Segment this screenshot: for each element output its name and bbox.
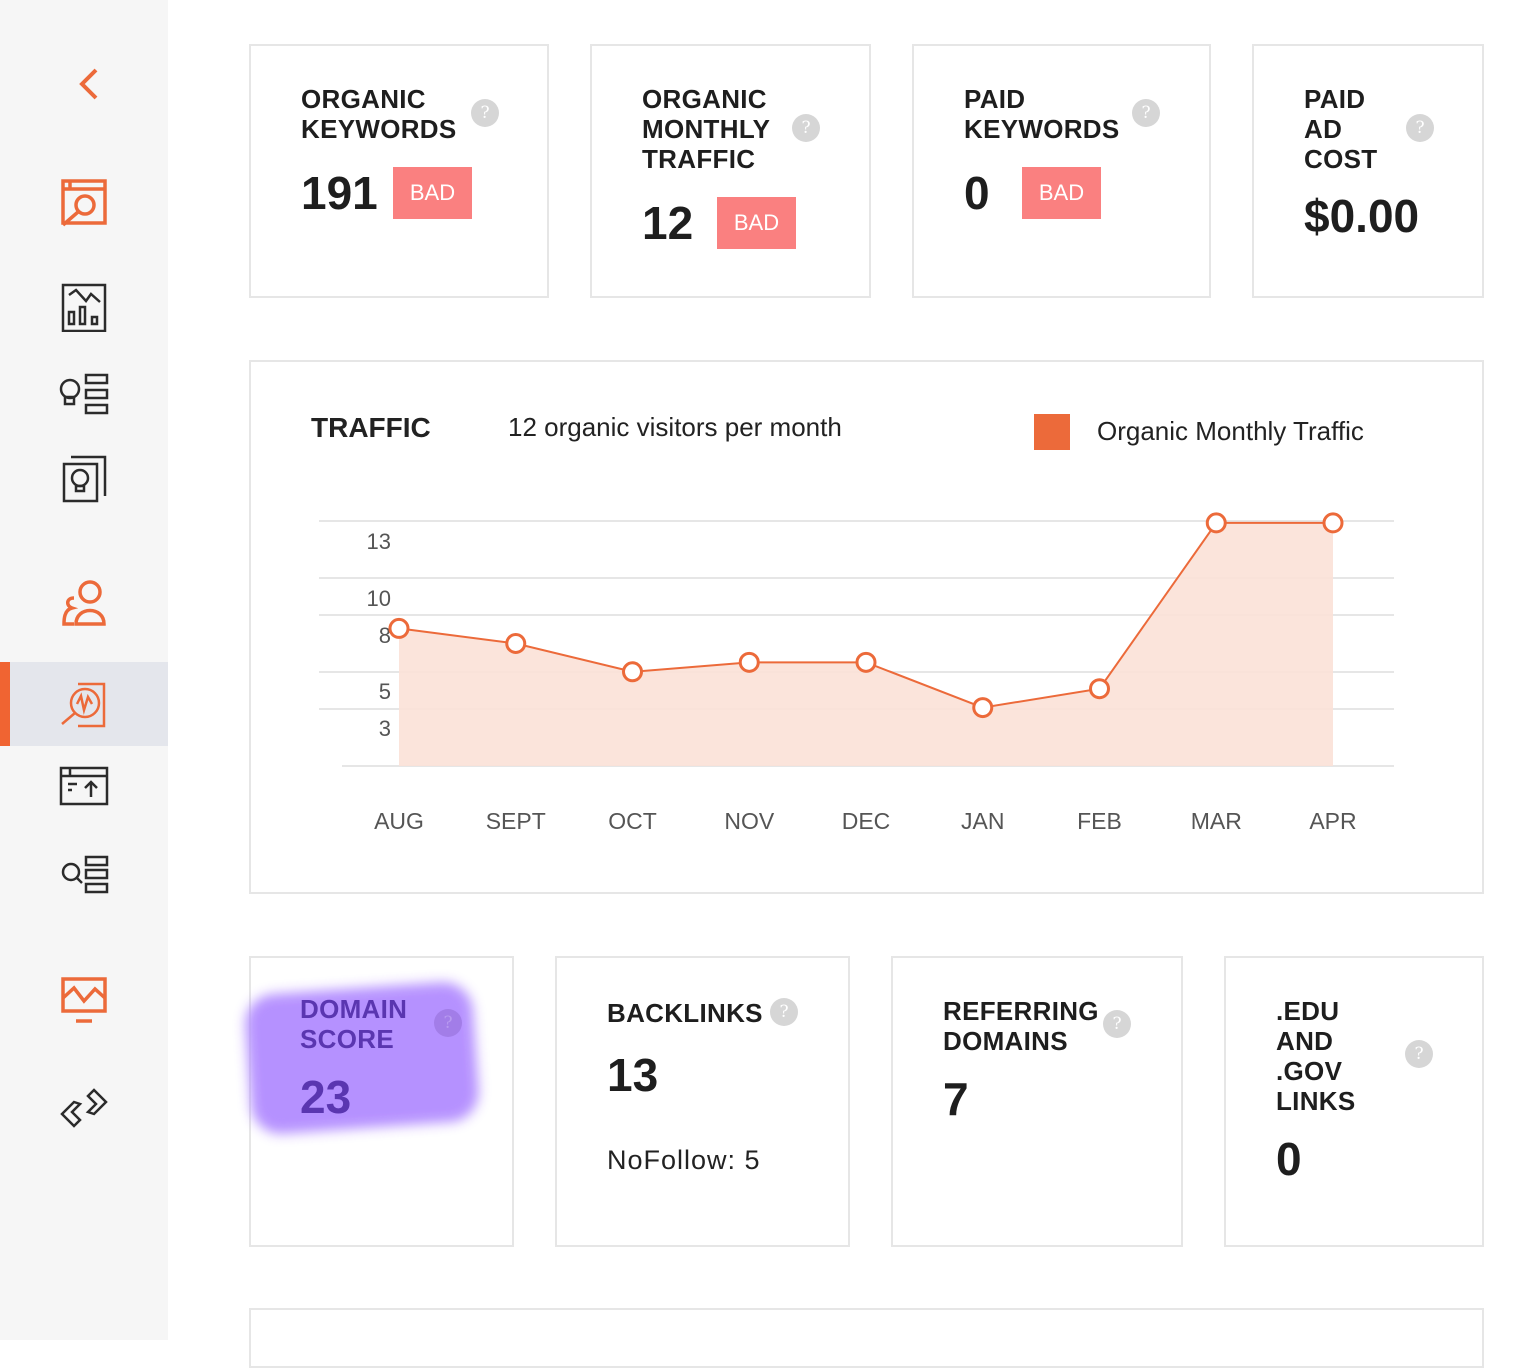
help-icon[interactable]: ?: [471, 99, 499, 127]
x-tick-label: AUG: [374, 808, 424, 834]
collapse-sidebar-button[interactable]: [68, 62, 112, 106]
metric-card-paid-ad-cost: PAID AD COST ? $0.00: [1252, 44, 1484, 298]
traffic-chart: 13 10 8 5 3 AUG SEPT OCT NOV DEC JAN FEB MAR APR: [319, 512, 1394, 834]
x-tick-label: FEB: [1077, 808, 1122, 834]
metric-card-organic-monthly-traffic: ORGANIC MONTHLY TRAFFIC ? 12 BAD: [590, 44, 871, 298]
help-icon[interactable]: ?: [770, 998, 798, 1026]
idea-list-icon: [59, 373, 109, 415]
x-tick-label: OCT: [608, 808, 657, 834]
metric-card-paid-keywords: PAID KEYWORDS ? 0 BAD: [912, 44, 1211, 298]
metric-value: 7: [943, 1073, 969, 1125]
metric-card-referring-domains: REFERRING DOMAINS ? 7: [891, 956, 1183, 1247]
metric-value: 191: [301, 167, 378, 219]
users-icon: [62, 580, 106, 626]
data-point: [622, 661, 643, 683]
sidebar-item-monitor[interactable]: [0, 958, 168, 1042]
card-title: PAID AD COST: [1304, 84, 1378, 174]
metric-card-backlinks: BACKLINKS ? 13 NoFollow: 5: [555, 956, 850, 1247]
next-section-card: [249, 1308, 1484, 1368]
data-point: [1322, 512, 1344, 534]
status-badge: BAD: [717, 197, 796, 249]
card-title: .EDU AND .GOV LINKS: [1276, 996, 1356, 1116]
help-icon[interactable]: ?: [1405, 1040, 1433, 1068]
y-tick-label: 10: [367, 586, 391, 611]
metric-value: 13: [607, 1049, 659, 1101]
idea-card-icon: [62, 455, 107, 503]
domain-score-value: 23: [300, 1071, 352, 1123]
data-point: [1089, 678, 1110, 700]
help-icon[interactable]: ?: [1132, 99, 1160, 127]
y-tick-label: 3: [379, 716, 391, 741]
sidebar: [0, 0, 168, 1340]
x-tick-label: JAN: [961, 808, 1004, 834]
x-tick-label: DEC: [842, 808, 891, 834]
data-point: [855, 651, 877, 673]
sidebar-item-search-list[interactable]: [0, 834, 168, 918]
metric-card-organic-keywords: ORGANIC KEYWORDS ? 191 BAD: [249, 44, 549, 298]
sidebar-item-site-upload[interactable]: [0, 748, 168, 832]
chevron-left-icon: [79, 68, 98, 100]
card-title: PAID KEYWORDS: [964, 84, 1120, 144]
data-point: [972, 697, 994, 719]
search-list-icon: [61, 855, 109, 894]
site-search-icon: [61, 179, 107, 227]
chart-title: TRAFFIC: [311, 412, 431, 443]
sidebar-item-site-search[interactable]: [0, 160, 168, 244]
traffic-analyzer-icon: [61, 682, 106, 728]
card-title: REFERRING DOMAINS: [943, 996, 1099, 1056]
legend-swatch: [1034, 414, 1070, 450]
card-title: ORGANIC MONTHLY TRAFFIC: [642, 84, 771, 174]
metric-value: 12: [642, 197, 694, 249]
help-icon[interactable]: ?: [1103, 1010, 1131, 1038]
chart-subtitle: 12 organic visitors per month: [508, 412, 842, 442]
metric-value: 0: [964, 167, 990, 219]
data-point: [738, 651, 760, 673]
help-icon[interactable]: ?: [1406, 114, 1434, 142]
sidebar-item-users[interactable]: [0, 560, 168, 644]
site-upload-icon: [59, 766, 109, 806]
link-icon: [60, 1088, 108, 1128]
data-point: [505, 633, 527, 654]
status-badge: BAD: [1022, 167, 1101, 219]
data-point: [388, 617, 410, 639]
nofollow-count: NoFollow: 5: [607, 1145, 761, 1175]
card-title-domain-score: DOMAIN SCORE: [300, 994, 408, 1054]
y-tick-label: 8: [379, 623, 391, 648]
sidebar-item-traffic-analyzer[interactable]: [0, 662, 168, 746]
status-badge: BAD: [393, 167, 472, 219]
sidebar-item-idea-cards[interactable]: [0, 436, 168, 520]
legend-label: Organic Monthly Traffic: [1097, 416, 1364, 446]
x-tick-label: APR: [1309, 808, 1356, 834]
sidebar-item-links[interactable]: [0, 1066, 168, 1150]
data-point: [1205, 512, 1227, 534]
x-tick-label: NOV: [724, 808, 775, 834]
help-icon[interactable]: ?: [792, 114, 820, 142]
analytics-chart-icon: [61, 283, 107, 332]
monitor-chart-icon: [61, 977, 107, 1023]
card-title: BACKLINKS: [607, 998, 763, 1028]
metric-value: $0.00: [1304, 190, 1420, 242]
x-tick-label: SEPT: [486, 808, 546, 834]
series-area: [399, 522, 1333, 766]
y-tick-label: 5: [379, 679, 391, 704]
help-icon[interactable]: ?: [434, 1009, 462, 1037]
sidebar-item-analytics[interactable]: [0, 264, 168, 348]
x-tick-label: MAR: [1191, 808, 1242, 834]
metric-value: 0: [1276, 1133, 1302, 1185]
sidebar-item-ideas[interactable]: [0, 350, 168, 434]
y-tick-label: 13: [367, 529, 391, 554]
metric-card-edu-gov-links: .EDU AND .GOV LINKS ? 0: [1224, 956, 1484, 1247]
card-title: ORGANIC KEYWORDS: [301, 84, 457, 144]
